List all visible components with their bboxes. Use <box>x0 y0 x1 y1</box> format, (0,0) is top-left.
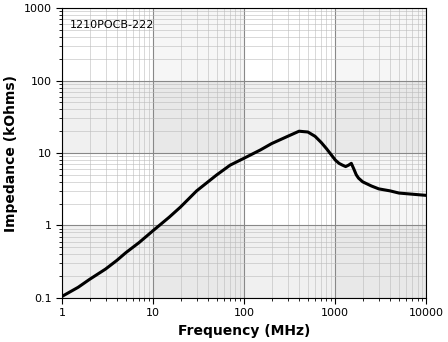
Bar <box>62 225 426 298</box>
Y-axis label: Impedance (kOhms): Impedance (kOhms) <box>4 75 18 232</box>
Bar <box>335 8 426 298</box>
Bar <box>153 8 244 298</box>
Bar <box>62 153 426 225</box>
Bar <box>62 8 153 298</box>
X-axis label: Frequency (MHz): Frequency (MHz) <box>178 324 310 338</box>
Bar <box>244 8 335 298</box>
Text: 1210POCB-222: 1210POCB-222 <box>69 20 154 30</box>
Bar <box>62 8 426 81</box>
Bar <box>62 81 426 153</box>
